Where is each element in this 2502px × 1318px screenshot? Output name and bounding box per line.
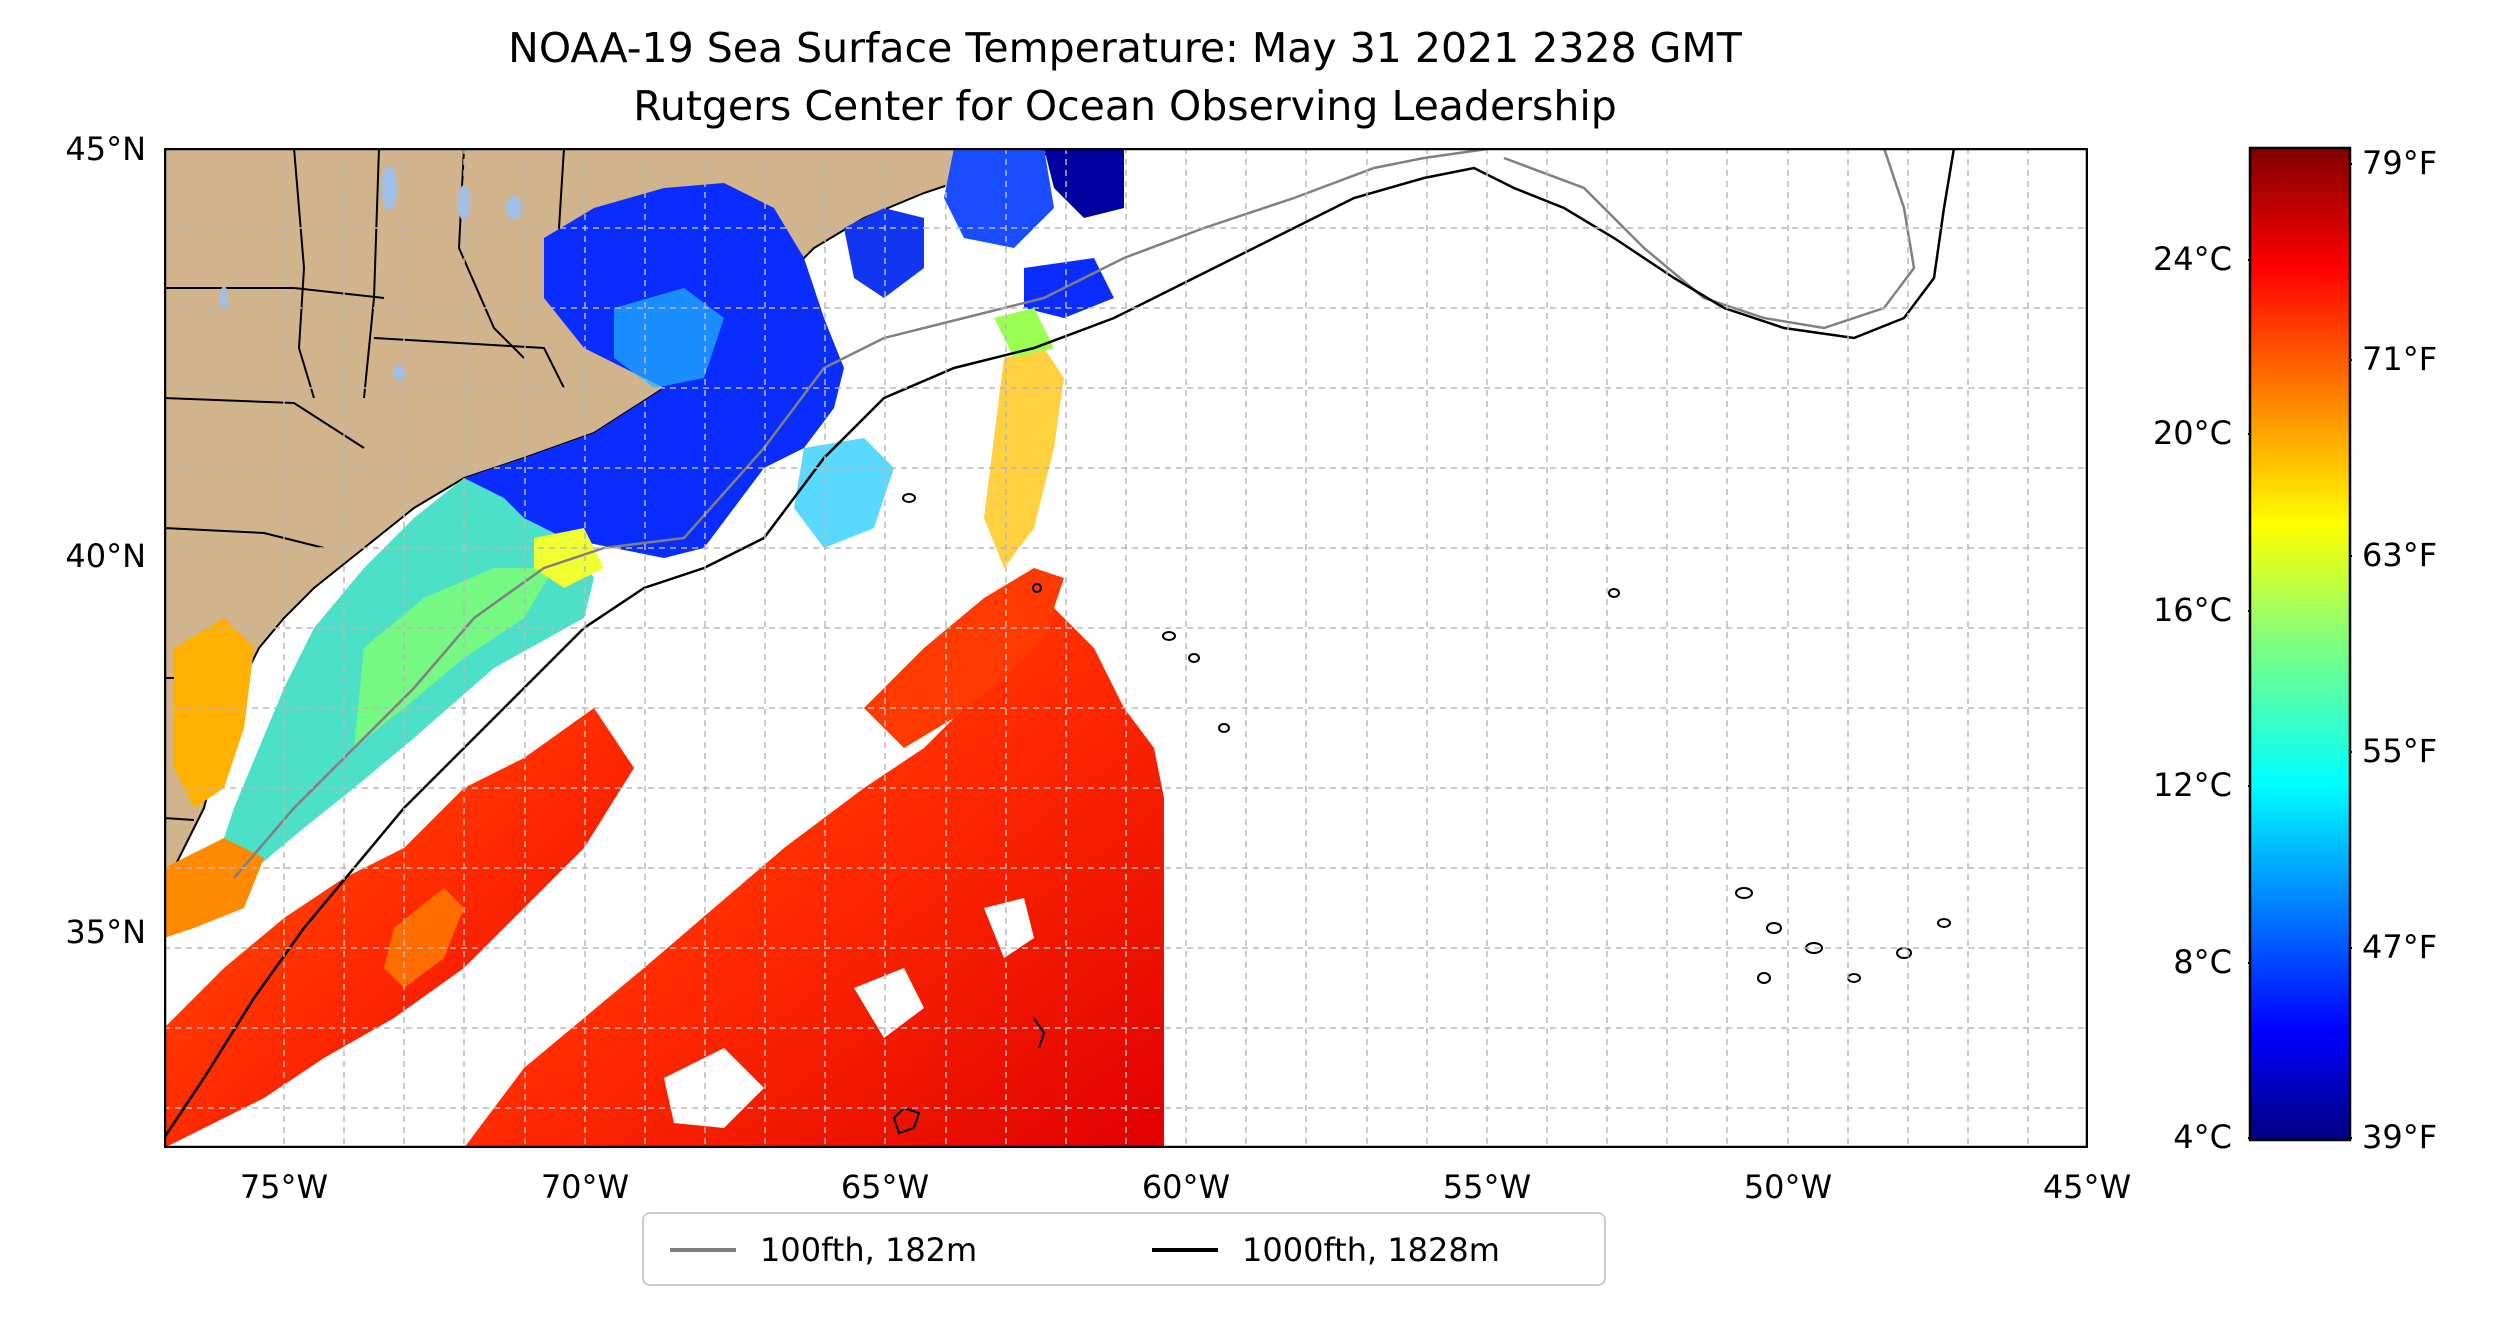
sst-map [164,148,2088,1148]
sst-cloud-gaps [664,758,1034,1128]
x-tick-label: 45°W [2042,1168,2132,1206]
legend-line-gray [670,1248,736,1252]
sst-coastal-orange [164,838,264,938]
colorbar-celsius-label: 24°C [2152,240,2232,278]
colorbar-celsius-label: 4°C [2173,1118,2232,1156]
x-tick-label: 65°W [840,1168,930,1206]
colorbar-celsius-label: 8°C [2173,943,2232,981]
sst-shelf-yellow [534,528,604,588]
sst-cold-patch-2 [844,208,924,298]
seamount-contours [892,493,1951,1135]
colorbar-fahrenheit-label: 55°F [2362,732,2438,770]
legend-label: 100fth, 182m [760,1231,978,1269]
legend-line-black [1152,1248,1218,1252]
colorbar-fahrenheit-label: 47°F [2362,928,2438,966]
sst-cold-patch-3 [944,148,1054,248]
x-tick-label: 55°W [1442,1168,1532,1206]
isobath-legend: 100fth, 182m 1000fth, 1828m [642,1212,1606,1286]
colorbar-celsius-label: 12°C [2152,766,2232,804]
graticule [164,148,2088,1148]
isobath-1000fth [164,148,1956,1139]
x-tick-label: 75°W [239,1168,329,1206]
colorbar-celsius-label: 16°C [2152,591,2232,629]
map-border [164,148,2088,1148]
colorbar-fahrenheit-label: 63°F [2362,536,2438,574]
sst-gulf-stream-north [864,568,1064,748]
x-tick-label: 70°W [540,1168,630,1206]
colorbar-fahrenheit-label: 79°F [2362,144,2438,182]
legend-item-1000fth: 1000fth, 1828m [1152,1228,1500,1272]
map-subtitle: Rutgers Center for Ocean Observing Leade… [633,82,1617,130]
y-tick-label: 35°N [65,913,146,951]
sst-gulf-stream-central [464,608,1164,1148]
sst-cyan-patch [614,288,724,388]
x-tick-label: 60°W [1141,1168,1231,1206]
y-tick-label: 45°N [65,130,146,168]
sst-coastal-warm [174,618,254,808]
colorbar-fahrenheit-label: 39°F [2362,1118,2438,1156]
isobath-100fth [233,148,1916,879]
colorbar-celsius-label: 20°C [2152,414,2232,452]
colorbar [2248,146,2352,1142]
map-title: NOAA-19 Sea Surface Temperature: May 31 … [508,24,1742,72]
y-tick-label: 40°N [65,537,146,575]
legend-item-100fth: 100fth, 182m [670,1228,977,1272]
legend-label: 1000fth, 1828m [1242,1231,1500,1269]
sst-warm-streamer-vertical [984,348,1064,568]
x-tick-label: 50°W [1743,1168,1833,1206]
sst-coldest-patch [1044,148,1124,218]
colorbar-fahrenheit-label: 71°F [2362,340,2438,378]
